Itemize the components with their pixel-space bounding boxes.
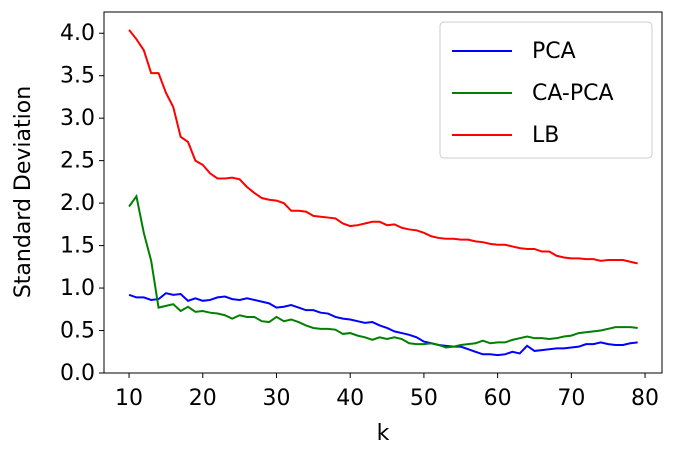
y-tick-label: 1.0 xyxy=(60,276,95,301)
x-tick-label: 70 xyxy=(557,386,585,411)
y-tick-label: 3.5 xyxy=(60,64,95,89)
y-tick-label: 2.0 xyxy=(60,191,95,216)
y-tick-label: 4.0 xyxy=(60,21,95,46)
x-tick-label: 40 xyxy=(336,386,364,411)
legend-box xyxy=(439,21,653,159)
y-tick-label: 0.5 xyxy=(60,319,95,344)
y-tick-label: 3.0 xyxy=(60,106,95,131)
x-tick-label: 50 xyxy=(410,386,438,411)
x-tick-label: 60 xyxy=(484,386,512,411)
x-tick-label: 10 xyxy=(115,386,143,411)
x-tick-label: 80 xyxy=(631,386,659,411)
series-line xyxy=(128,29,638,265)
legend-label: CA-PCA xyxy=(532,81,614,106)
legend-label: LB xyxy=(532,123,559,148)
x-tick-label: 20 xyxy=(189,386,217,411)
plot-frame xyxy=(103,11,663,374)
y-tick-label: 0.0 xyxy=(60,361,95,386)
x-axis-label: k xyxy=(377,421,390,446)
y-tick-label: 2.5 xyxy=(60,149,95,174)
y-tick-label: 1.5 xyxy=(60,234,95,259)
legend-label: PCA xyxy=(532,39,576,64)
x-tick-label: 30 xyxy=(262,386,290,411)
legend: PCA CA-PCA LB xyxy=(439,21,653,159)
series-line xyxy=(128,292,638,357)
y-axis-label: Standard Deviation xyxy=(11,86,36,298)
series-line xyxy=(128,193,638,349)
